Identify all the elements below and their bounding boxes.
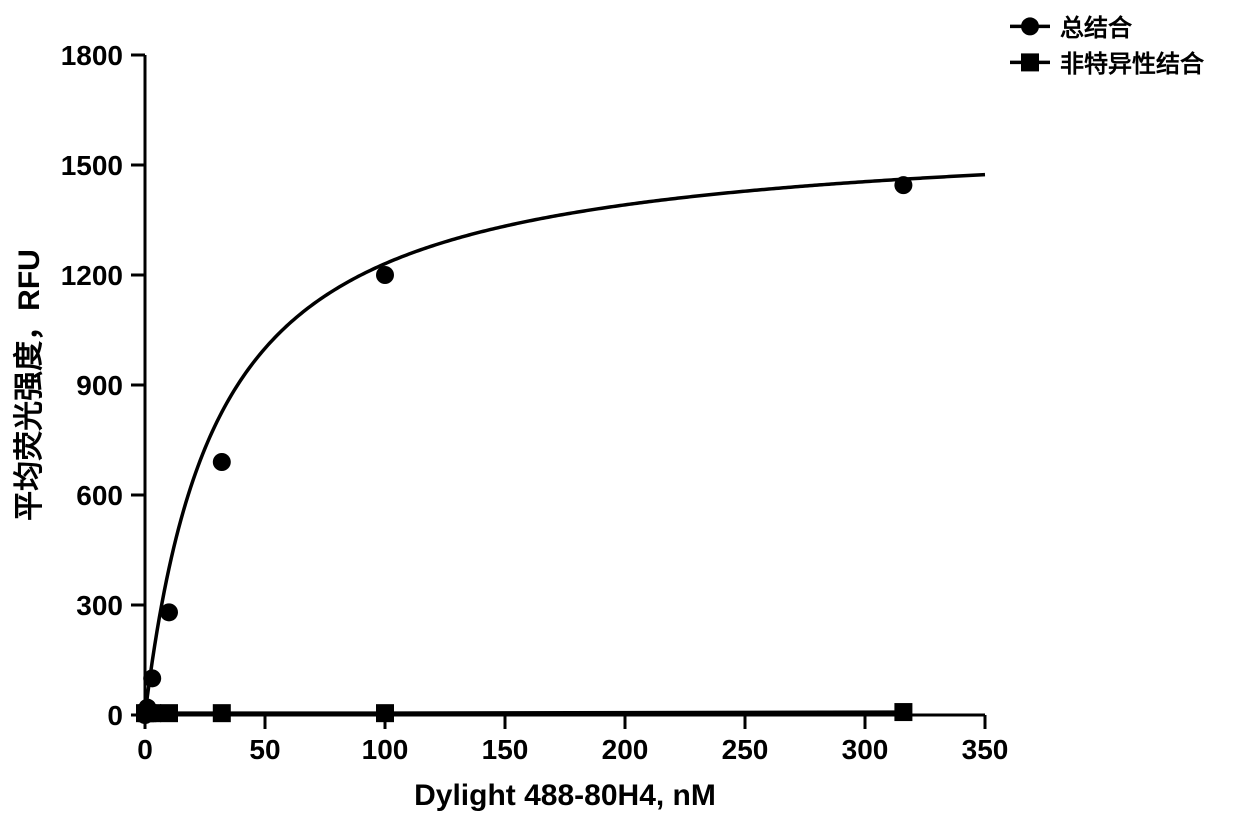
series-total-binding-marker xyxy=(376,266,394,284)
legend-marker-square xyxy=(1021,53,1039,71)
x-tick-label: 150 xyxy=(482,734,529,765)
plot-background xyxy=(0,0,1240,823)
x-tick-label: 350 xyxy=(962,734,1009,765)
x-tick-label: 200 xyxy=(602,734,649,765)
series-total-binding-marker xyxy=(894,176,912,194)
y-tick-label: 600 xyxy=(76,480,123,511)
series-nonspecific-binding-marker xyxy=(143,704,161,722)
series-nonspecific-binding-marker xyxy=(213,704,231,722)
chart-container: 0 50 100 150 200 250 300 350 0 300 600 900 1200 1500 1… xyxy=(0,0,1240,823)
y-tick-label: 1200 xyxy=(61,260,123,291)
series-nonspecific-binding-line xyxy=(145,712,903,713)
series-total-binding-marker xyxy=(143,669,161,687)
x-tick-label: 0 xyxy=(137,734,153,765)
binding-chart: 0 50 100 150 200 250 300 350 0 300 600 900 1200 1500 1… xyxy=(0,0,1240,823)
y-axis-label: 平均荧光强度，RFU xyxy=(13,249,46,521)
series-nonspecific-binding-marker xyxy=(376,704,394,722)
x-tick-label: 100 xyxy=(362,734,409,765)
series-total-binding-marker xyxy=(213,453,231,471)
series-nonspecific-binding-marker xyxy=(160,704,178,722)
legend-label: 非特异性结合 xyxy=(1060,50,1205,78)
y-tick-label: 1800 xyxy=(61,40,123,71)
y-tick-label: 1500 xyxy=(61,150,123,181)
x-tick-label: 250 xyxy=(722,734,769,765)
y-tick-label: 300 xyxy=(76,590,123,621)
series-nonspecific-binding-marker xyxy=(894,703,912,721)
legend-marker-circle xyxy=(1021,17,1039,35)
x-tick-label: 300 xyxy=(842,734,889,765)
legend-label: 总结合 xyxy=(1060,14,1133,42)
series-total-binding-marker xyxy=(160,603,178,621)
x-axis-label: Dylight 488-80H4, nM xyxy=(414,779,716,812)
x-tick-label: 50 xyxy=(249,734,280,765)
y-tick-label: 0 xyxy=(107,700,123,731)
y-tick-label: 900 xyxy=(76,370,123,401)
